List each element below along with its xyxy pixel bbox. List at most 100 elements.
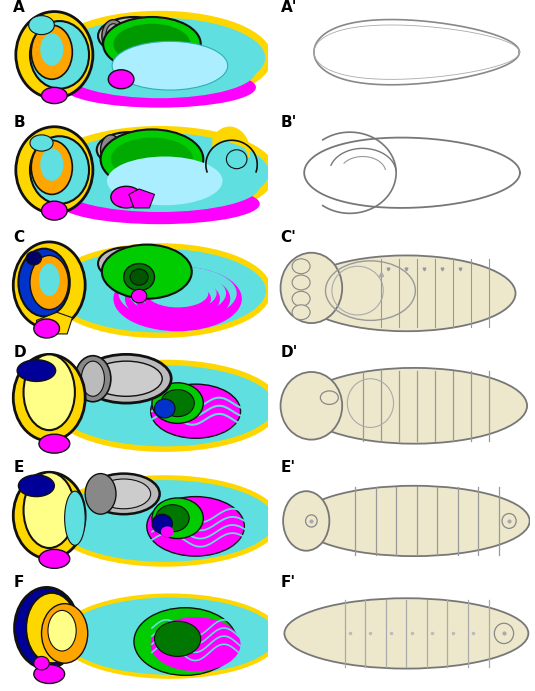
Ellipse shape (63, 67, 256, 108)
Ellipse shape (297, 256, 516, 331)
Ellipse shape (134, 607, 236, 675)
Ellipse shape (90, 361, 162, 397)
Ellipse shape (101, 129, 203, 189)
Ellipse shape (292, 259, 310, 274)
Ellipse shape (18, 249, 70, 316)
Ellipse shape (280, 372, 342, 439)
Ellipse shape (102, 245, 192, 299)
Polygon shape (36, 312, 72, 334)
Ellipse shape (24, 472, 75, 548)
Ellipse shape (156, 504, 189, 532)
Ellipse shape (65, 491, 85, 545)
Ellipse shape (113, 23, 190, 64)
Ellipse shape (108, 70, 134, 88)
Ellipse shape (103, 17, 201, 71)
Ellipse shape (139, 276, 217, 311)
Ellipse shape (31, 140, 72, 194)
Ellipse shape (30, 21, 89, 88)
Ellipse shape (24, 354, 75, 430)
Text: D: D (13, 345, 26, 360)
Ellipse shape (106, 137, 152, 162)
Ellipse shape (56, 136, 264, 209)
Ellipse shape (16, 126, 93, 214)
Text: C: C (13, 230, 25, 245)
Ellipse shape (59, 184, 260, 224)
Ellipse shape (30, 256, 68, 310)
Ellipse shape (151, 384, 241, 438)
Ellipse shape (59, 160, 260, 212)
Ellipse shape (106, 22, 162, 50)
Ellipse shape (85, 473, 116, 514)
Ellipse shape (42, 604, 88, 663)
Text: E: E (13, 460, 24, 475)
Ellipse shape (34, 656, 49, 670)
Ellipse shape (26, 252, 42, 265)
Ellipse shape (161, 390, 194, 417)
Text: C': C' (280, 230, 296, 245)
Ellipse shape (59, 253, 260, 328)
Ellipse shape (280, 253, 342, 323)
Ellipse shape (292, 292, 310, 306)
Ellipse shape (59, 22, 260, 93)
Ellipse shape (88, 473, 159, 514)
Ellipse shape (301, 368, 527, 444)
Ellipse shape (299, 486, 530, 556)
Ellipse shape (39, 263, 59, 296)
Ellipse shape (18, 475, 55, 497)
Ellipse shape (81, 354, 171, 403)
Ellipse shape (81, 361, 104, 397)
Ellipse shape (48, 610, 76, 651)
Ellipse shape (151, 617, 241, 672)
Ellipse shape (52, 477, 278, 565)
Ellipse shape (29, 16, 55, 35)
Ellipse shape (102, 20, 125, 53)
Ellipse shape (132, 290, 147, 303)
Ellipse shape (130, 269, 148, 285)
Ellipse shape (144, 282, 211, 316)
Ellipse shape (61, 596, 279, 676)
Ellipse shape (13, 354, 85, 441)
Ellipse shape (129, 271, 226, 316)
Ellipse shape (50, 15, 269, 101)
Text: F: F (13, 576, 24, 590)
Text: F': F' (280, 576, 296, 590)
Ellipse shape (125, 272, 230, 325)
Ellipse shape (40, 33, 63, 66)
Ellipse shape (119, 266, 236, 321)
Ellipse shape (42, 87, 67, 104)
Ellipse shape (107, 157, 223, 205)
Ellipse shape (42, 201, 67, 220)
Ellipse shape (226, 150, 247, 169)
Text: B': B' (280, 115, 297, 130)
Ellipse shape (63, 44, 256, 98)
Ellipse shape (16, 12, 93, 98)
Ellipse shape (97, 479, 151, 509)
Ellipse shape (61, 484, 269, 558)
Ellipse shape (112, 41, 228, 90)
Ellipse shape (39, 434, 70, 453)
Ellipse shape (135, 277, 220, 320)
Ellipse shape (292, 305, 310, 320)
Ellipse shape (70, 601, 270, 672)
Ellipse shape (155, 399, 175, 418)
Ellipse shape (152, 498, 203, 538)
Polygon shape (129, 189, 155, 208)
Ellipse shape (30, 136, 89, 204)
Text: A': A' (280, 0, 297, 15)
Ellipse shape (147, 279, 208, 307)
Ellipse shape (40, 149, 63, 181)
Ellipse shape (61, 369, 269, 442)
Text: A: A (13, 0, 25, 15)
Ellipse shape (285, 598, 529, 669)
Ellipse shape (47, 129, 273, 216)
Ellipse shape (111, 187, 142, 208)
Ellipse shape (30, 135, 53, 151)
Ellipse shape (152, 383, 203, 424)
Text: E': E' (280, 460, 296, 475)
Ellipse shape (98, 17, 170, 55)
Ellipse shape (147, 497, 244, 556)
Ellipse shape (17, 360, 56, 381)
Ellipse shape (161, 527, 174, 537)
Ellipse shape (75, 356, 111, 401)
Ellipse shape (13, 242, 85, 328)
